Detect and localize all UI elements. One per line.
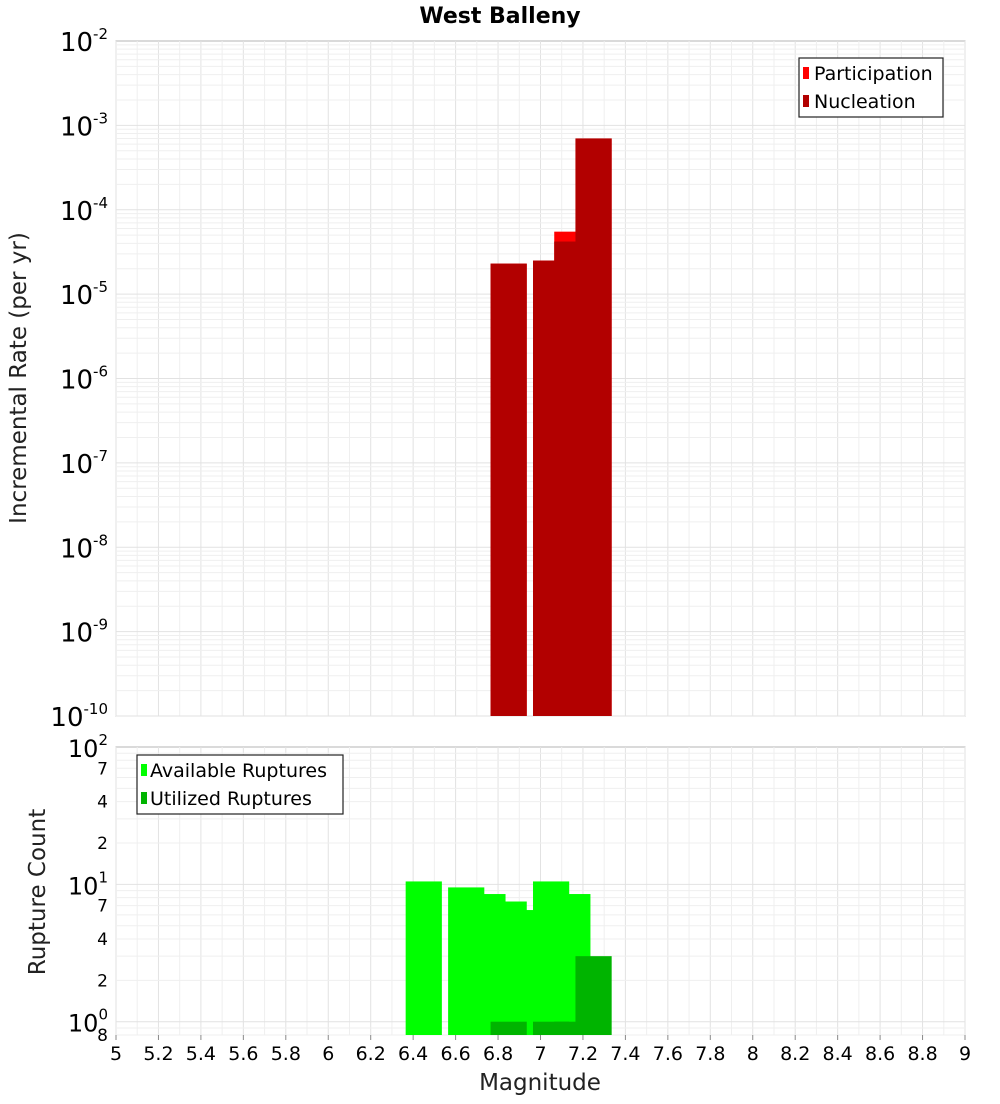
x-tick-label: 7.2	[568, 1043, 598, 1065]
x-tick-label: 6.2	[356, 1043, 386, 1065]
y-tick-label: 100	[68, 1006, 108, 1038]
rate-y-ticks: 10-10 10-9 10-8 10-7 10-6 10-5 10-4 10-3 10-2	[50, 25, 108, 733]
x-tick-label: 7	[534, 1043, 546, 1065]
y-tick-label: 10-5	[60, 278, 108, 311]
legend-swatch-nucleation	[803, 95, 809, 107]
x-axis-label: Magnitude	[479, 1070, 601, 1096]
rate-legend: Participation Nucleation	[798, 57, 944, 118]
x-tick-label: 8	[747, 1043, 759, 1065]
rate-legend-box	[798, 57, 944, 118]
y-tick-label: 7	[97, 759, 108, 779]
rate-bars	[490, 138, 612, 717]
x-tick-label: 8.8	[907, 1043, 937, 1065]
bar-available-ruptures	[405, 881, 442, 1035]
y-tick-label: 10-2	[60, 25, 108, 58]
x-tick-label: 7.4	[610, 1043, 640, 1065]
x-tick-label: 6.6	[440, 1043, 470, 1065]
legend-label-nucleation: Nucleation	[814, 91, 916, 113]
legend-swatch-participation	[803, 67, 809, 79]
y-tick-label: 10-9	[60, 616, 108, 649]
x-tick-label: 7.6	[653, 1043, 683, 1065]
y-tick-label: 7	[97, 897, 108, 917]
legend-label-participation: Participation	[814, 63, 933, 85]
x-tick-label: 5.4	[186, 1043, 216, 1065]
x-tick-label: 8.6	[865, 1043, 895, 1065]
legend-swatch-utilized	[141, 792, 147, 804]
count-legend: Available Ruptures Utilized Ruptures	[136, 754, 344, 815]
x-tick-label: 5.6	[228, 1043, 258, 1065]
rate-y-axis-label: Incremental Rate (per yr)	[6, 232, 32, 524]
x-tick-label: 6.8	[483, 1043, 513, 1065]
bar-utilized-ruptures	[490, 1021, 527, 1035]
x-tick-label: 5.2	[143, 1043, 173, 1065]
y-tick-label: 4	[97, 930, 108, 950]
y-tick-label: 102	[68, 731, 108, 763]
count-x-ticks: 5 5.2 5.4 5.6 5.8 6 6.2 6.4 6.6 6.8 7 7.2 7.4 7.6 7.8 8…	[110, 1035, 971, 1065]
x-tick-label: 8.4	[823, 1043, 853, 1065]
y-tick-label: 10-6	[60, 363, 108, 396]
y-tick-label: 4	[97, 793, 108, 813]
legend-label-available: Available Ruptures	[150, 760, 327, 782]
y-tick-label: 10-3	[60, 109, 108, 142]
count-bars	[405, 881, 612, 1035]
y-tick-label: 10-7	[60, 447, 108, 480]
x-tick-label: 5.8	[271, 1043, 301, 1065]
y-tick-label: 101	[68, 868, 108, 900]
y-tick-label: 10-10	[50, 700, 108, 733]
y-tick-label: 10-4	[60, 194, 108, 227]
y-tick-label: 10-8	[60, 531, 108, 564]
count-legend-box	[136, 754, 344, 815]
y-tick-label: 2	[97, 971, 108, 991]
rate-panel: 10-10 10-9 10-8 10-7 10-6 10-5 10-4 10-3 10-2 In…	[6, 25, 966, 733]
chart-title: West Balleny	[419, 4, 580, 29]
x-tick-label: 5	[110, 1043, 122, 1065]
bar-utilized-ruptures	[575, 956, 612, 1035]
bar-nucleation	[490, 263, 527, 716]
bar-nucleation	[575, 138, 612, 717]
y-tick-label: 8	[97, 1026, 108, 1046]
x-tick-label: 7.8	[695, 1043, 725, 1065]
x-tick-label: 6.4	[398, 1043, 428, 1065]
count-y-axis-label: Rupture Count	[25, 809, 51, 975]
legend-swatch-available	[141, 764, 147, 776]
x-tick-label: 9	[959, 1043, 971, 1065]
x-tick-label: 6	[322, 1043, 334, 1065]
legend-label-utilized: Utilized Ruptures	[150, 788, 312, 810]
x-tick-label: 8.2	[780, 1043, 810, 1065]
y-tick-label: 2	[97, 834, 108, 854]
